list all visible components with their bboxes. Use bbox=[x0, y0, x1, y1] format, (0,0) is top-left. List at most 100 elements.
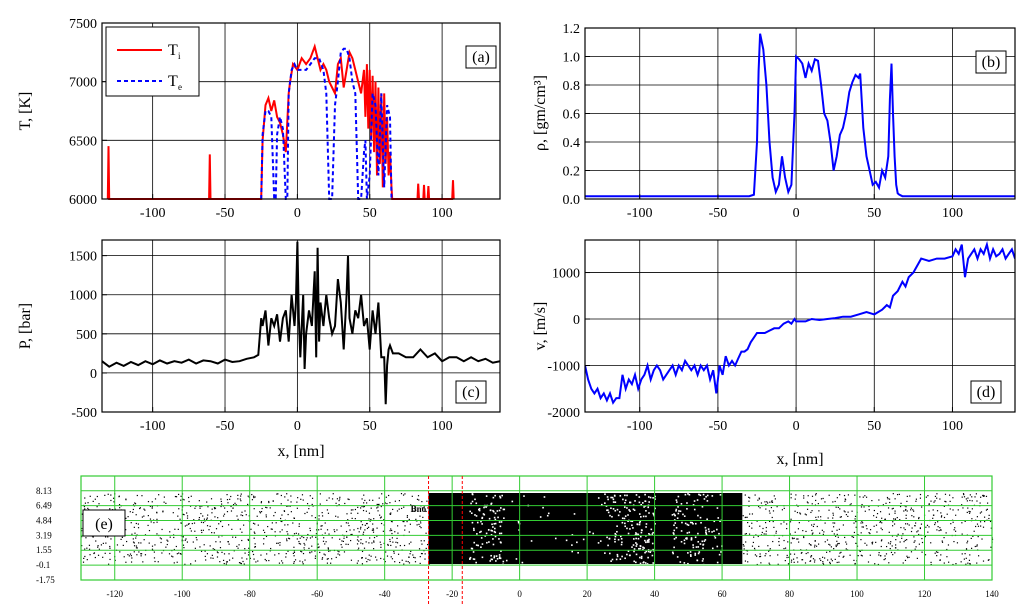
atom bbox=[979, 512, 981, 514]
atom bbox=[125, 517, 127, 519]
atom bbox=[402, 520, 404, 523]
atom bbox=[865, 525, 867, 527]
atom bbox=[151, 548, 154, 550]
atom bbox=[202, 515, 204, 517]
atom bbox=[839, 494, 841, 496]
hole bbox=[638, 521, 641, 524]
atom bbox=[759, 555, 762, 558]
atom bbox=[419, 520, 422, 522]
atom bbox=[123, 556, 125, 558]
atom bbox=[172, 512, 174, 514]
atom bbox=[202, 529, 204, 531]
hole bbox=[480, 530, 482, 533]
atom bbox=[182, 513, 184, 515]
atom bbox=[330, 562, 332, 564]
atom bbox=[390, 528, 392, 530]
atom bbox=[206, 525, 209, 527]
atom bbox=[327, 547, 329, 549]
atom bbox=[952, 509, 954, 511]
atom bbox=[860, 506, 863, 508]
atom bbox=[311, 536, 313, 538]
atom bbox=[379, 541, 381, 543]
atom bbox=[244, 548, 246, 550]
atom bbox=[87, 507, 89, 510]
atom bbox=[153, 551, 155, 553]
atom bbox=[915, 546, 917, 548]
atom bbox=[811, 533, 813, 535]
atom bbox=[151, 506, 153, 508]
atom bbox=[794, 510, 796, 512]
atom bbox=[395, 541, 397, 543]
atom bbox=[337, 550, 339, 552]
atom bbox=[969, 554, 971, 556]
legend-label-sub: i bbox=[178, 51, 181, 61]
atom bbox=[918, 543, 920, 545]
hole bbox=[604, 493, 606, 496]
panel-label: (a) bbox=[472, 49, 490, 66]
hole bbox=[476, 521, 479, 524]
atom bbox=[253, 558, 255, 560]
atom bbox=[370, 507, 372, 509]
atom bbox=[961, 522, 963, 524]
hole bbox=[718, 532, 720, 535]
atom bbox=[904, 559, 907, 562]
atom bbox=[961, 504, 963, 506]
atom bbox=[345, 543, 347, 545]
atom bbox=[380, 546, 382, 548]
atom bbox=[387, 544, 389, 546]
atom bbox=[301, 494, 304, 496]
atom bbox=[372, 528, 374, 530]
atom bbox=[960, 561, 962, 563]
atom bbox=[358, 540, 360, 542]
atom bbox=[107, 493, 109, 495]
atom bbox=[420, 527, 422, 529]
y-tick-label: -1000 bbox=[547, 360, 580, 375]
atom bbox=[879, 511, 882, 513]
atom bbox=[341, 540, 343, 542]
hole bbox=[487, 528, 490, 531]
atom bbox=[264, 558, 266, 561]
plot-frame bbox=[101, 239, 501, 413]
atom bbox=[819, 558, 821, 560]
atom bbox=[263, 538, 265, 540]
atom bbox=[289, 505, 291, 507]
y-axis-label: ρ, [gm/cm³] bbox=[532, 75, 549, 151]
hole bbox=[682, 513, 684, 516]
atom bbox=[326, 529, 329, 531]
atom bbox=[181, 522, 183, 524]
hole bbox=[628, 509, 630, 511]
hole bbox=[705, 495, 707, 498]
atom bbox=[895, 544, 897, 546]
atom bbox=[977, 535, 979, 538]
atom bbox=[854, 494, 856, 496]
atom bbox=[283, 510, 285, 512]
atom bbox=[419, 525, 421, 528]
hole bbox=[639, 556, 641, 559]
atom bbox=[758, 497, 760, 499]
atom bbox=[988, 514, 990, 516]
atom bbox=[235, 536, 237, 538]
atom bbox=[144, 554, 147, 556]
atom bbox=[300, 550, 302, 552]
atom bbox=[234, 502, 236, 504]
hole bbox=[614, 538, 616, 541]
atom bbox=[222, 515, 225, 517]
atom bbox=[282, 562, 284, 564]
atom bbox=[414, 557, 416, 559]
atom bbox=[390, 520, 393, 522]
atom bbox=[347, 543, 349, 546]
atom bbox=[985, 509, 988, 511]
atom bbox=[410, 550, 412, 553]
atom bbox=[345, 522, 347, 524]
atom bbox=[311, 503, 313, 506]
atom bbox=[362, 543, 364, 545]
atom bbox=[163, 501, 165, 503]
atom bbox=[287, 499, 289, 501]
atom bbox=[934, 523, 936, 526]
hole bbox=[652, 497, 654, 499]
atom bbox=[302, 499, 304, 501]
atom bbox=[871, 499, 873, 502]
hole bbox=[683, 515, 686, 517]
x-tick-label: 80 bbox=[785, 589, 795, 599]
atom bbox=[264, 531, 266, 534]
